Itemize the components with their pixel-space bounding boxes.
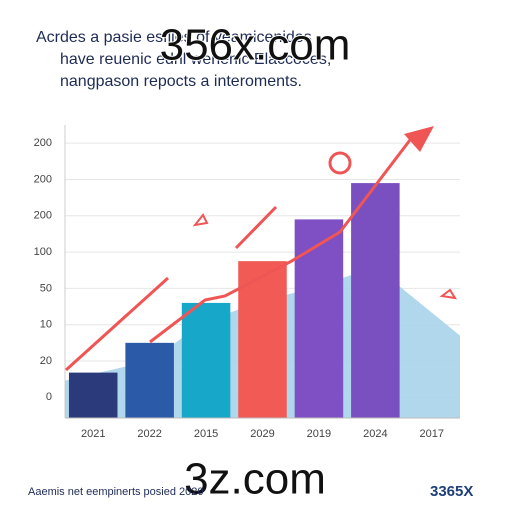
y-tick-label: 50 <box>40 282 52 294</box>
y-tick-label: 10 <box>40 319 52 331</box>
deco <box>439 288 458 300</box>
x-tick-label: 2017 <box>420 428 444 440</box>
bar <box>238 261 287 418</box>
y-tick-label: 100 <box>34 246 52 258</box>
title-line: have reuenic ednl wenenic Elaccoces, <box>60 51 331 68</box>
deco <box>64 276 170 372</box>
x-tick-label: 2029 <box>250 428 274 440</box>
title-line: Acrdes a pasie esfiies of yeamicenides <box>36 29 312 46</box>
x-tick-label: 2021 <box>81 428 105 440</box>
y-tick-label: 20 <box>40 355 52 367</box>
watermark: 3z.com <box>184 455 326 504</box>
bar <box>351 183 400 418</box>
deco <box>192 213 209 227</box>
bar <box>181 302 231 418</box>
title-line: nangpason repocts a interoments. <box>60 73 302 90</box>
logo: 3365X <box>430 483 473 500</box>
trend-line <box>149 139 412 344</box>
x-tick-label: 2022 <box>137 428 161 440</box>
deco <box>234 205 278 250</box>
y-tick-label: 0 <box>46 391 52 403</box>
bar <box>125 342 174 418</box>
watermark: 356x.com <box>160 21 351 70</box>
x-tick-label: 2019 <box>307 428 331 440</box>
deco <box>328 151 352 175</box>
y-tick-label: 200 <box>34 173 52 185</box>
footer: Aaemis net eempinerts posied 2020 <box>28 486 204 498</box>
x-tick-label: 2024 <box>363 428 387 440</box>
bar <box>68 372 118 418</box>
arrow-head <box>404 126 434 152</box>
bar <box>294 219 344 418</box>
y-tick-label: 200 <box>34 210 52 222</box>
y-tick-label: 200 <box>34 137 52 149</box>
x-tick-label: 2015 <box>194 428 218 440</box>
